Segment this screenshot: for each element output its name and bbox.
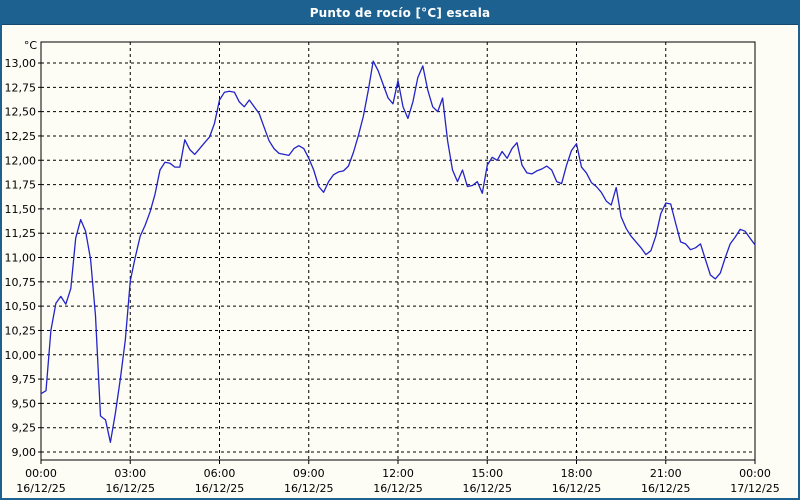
x-tick-time-label: 00:00 bbox=[25, 467, 57, 480]
x-tick-date-label: 16/12/25 bbox=[641, 482, 690, 495]
dew-point-line bbox=[40, 60, 756, 443]
x-tick-date-label: 16/12/25 bbox=[16, 482, 65, 495]
chart-canvas: 13,00 12,75 12,50 12,25 12,00 11,75 11,50 11,25… bbox=[5, 39, 780, 495]
x-tick-date-label: 17/12/25 bbox=[730, 482, 779, 495]
y-tick-label: 12,25 bbox=[5, 130, 37, 143]
x-tick-date-label: 16/12/25 bbox=[373, 482, 422, 495]
x-tick-time-label: 09:00 bbox=[293, 467, 325, 480]
x-tick-time-label: 15:00 bbox=[471, 467, 503, 480]
x-tick-date-label: 16/12/25 bbox=[106, 482, 155, 495]
x-tick-date-label: 16/12/25 bbox=[284, 482, 333, 495]
y-tick-label: 9,50 bbox=[12, 397, 37, 410]
y-tick-label: 11,00 bbox=[5, 252, 37, 265]
y-tick-label: 12,00 bbox=[5, 154, 37, 167]
x-tick-date-label: 16/12/25 bbox=[195, 482, 244, 495]
x-tick-time-label: 03:00 bbox=[114, 467, 146, 480]
y-tick-label: 9,75 bbox=[12, 373, 37, 386]
chart-title: Punto de rocío [°C] escala bbox=[309, 6, 491, 20]
y-axis-unit-label: °C bbox=[24, 39, 38, 52]
title-bar: Punto de rocío [°C] escala bbox=[2, 2, 798, 25]
x-tick-date-label: 16/12/25 bbox=[463, 482, 512, 495]
y-tick-label: 12,75 bbox=[5, 81, 37, 94]
y-tick-label: 11,75 bbox=[5, 179, 37, 192]
y-tick-label: 11,25 bbox=[5, 227, 37, 240]
y-tick-label: 10,75 bbox=[5, 276, 37, 289]
y-tick-label: 10,00 bbox=[5, 349, 37, 362]
y-tick-label: 10,50 bbox=[5, 300, 37, 313]
x-tick-time-label: 12:00 bbox=[382, 467, 414, 480]
chart-area: 13,00 12,75 12,50 12,25 12,00 11,75 11,50 11,25… bbox=[2, 24, 798, 498]
y-tick-label: 12,50 bbox=[5, 106, 37, 119]
x-tick-time-label: 06:00 bbox=[204, 467, 236, 480]
plot-border bbox=[40, 41, 756, 461]
y-tick-label: 13,00 bbox=[5, 57, 37, 70]
y-tick-label: 10,25 bbox=[5, 324, 37, 337]
x-tick-date-label: 16/12/25 bbox=[552, 482, 601, 495]
y-tick-label: 9,25 bbox=[12, 422, 37, 435]
x-tick-time-label: 00:00 bbox=[739, 467, 771, 480]
y-tick-label: 11,50 bbox=[5, 203, 37, 216]
y-tick-label: 9,00 bbox=[12, 446, 37, 459]
x-tick-time-label: 18:00 bbox=[561, 467, 593, 480]
x-tick-time-label: 21:00 bbox=[650, 467, 682, 480]
